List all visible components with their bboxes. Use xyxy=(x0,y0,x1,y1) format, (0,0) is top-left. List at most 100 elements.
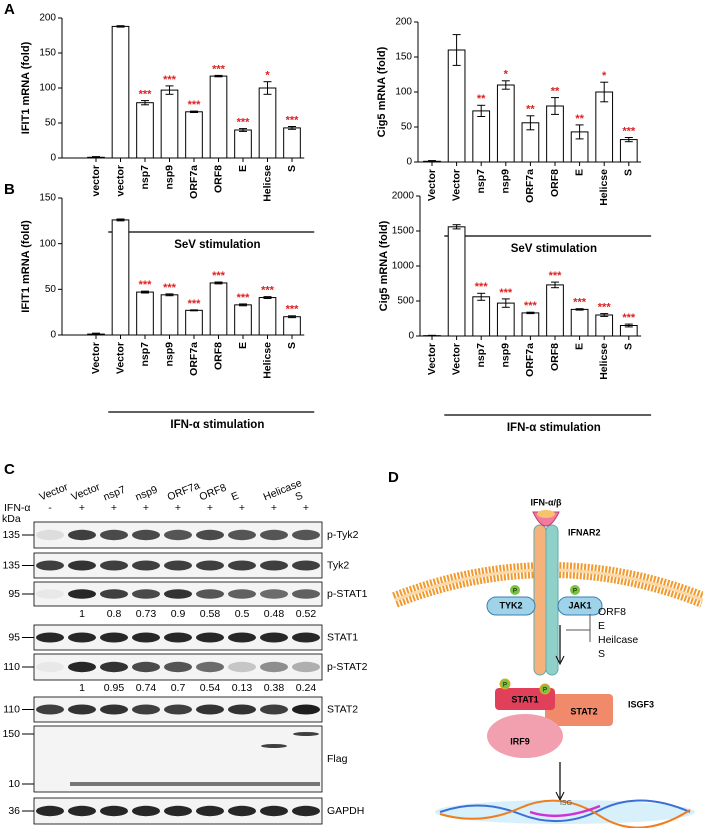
quantification: 0.9 xyxy=(171,608,186,620)
kda: 110 xyxy=(3,661,20,673)
band xyxy=(132,805,160,817)
x-tick-label: nsp9 xyxy=(500,169,512,194)
significance: *** xyxy=(286,304,300,316)
x-tick-label: E xyxy=(237,165,249,172)
band xyxy=(228,589,256,599)
treatment: + xyxy=(143,502,149,514)
band xyxy=(68,632,96,643)
receptor-chain xyxy=(533,524,547,676)
ligand-label: IFN-α/β xyxy=(530,497,562,507)
band xyxy=(132,661,160,673)
significance: * xyxy=(265,70,270,82)
y-tick-label: 200 xyxy=(39,13,56,24)
blot-frame xyxy=(33,725,323,793)
y-tick-label: 150 xyxy=(395,52,412,63)
kda: 10 xyxy=(8,778,20,790)
band xyxy=(36,661,64,673)
x-tick-label: nsp7 xyxy=(475,169,487,194)
bar xyxy=(185,309,203,336)
significance: *** xyxy=(549,270,563,282)
bar xyxy=(595,314,614,337)
significance: *** xyxy=(622,125,636,137)
bar xyxy=(546,284,564,337)
band xyxy=(260,589,288,599)
quantification: 0.74 xyxy=(136,682,157,694)
band xyxy=(292,805,320,817)
band xyxy=(228,661,256,673)
x-tick-label: ORF7a xyxy=(524,169,536,203)
band xyxy=(36,704,64,715)
band xyxy=(228,560,256,571)
bar xyxy=(258,297,277,336)
x-tick-label: vector xyxy=(90,165,102,197)
bar xyxy=(496,84,515,163)
row-label: p-Tyk2 xyxy=(327,529,359,541)
quantification: 0.5 xyxy=(235,608,250,620)
row-label: Flag xyxy=(327,753,348,765)
significance: *** xyxy=(598,302,612,314)
significance: *** xyxy=(212,270,226,282)
band xyxy=(228,704,256,715)
y-tick-label: 100 xyxy=(39,238,56,249)
dna-strand xyxy=(439,799,691,823)
x-tick-label: ORF7a xyxy=(188,342,200,376)
row-label: p-STAT2 xyxy=(327,661,368,673)
band xyxy=(68,661,96,673)
band xyxy=(164,632,192,643)
complex-label: STAT1 xyxy=(511,694,538,704)
band xyxy=(68,589,96,599)
treatment: + xyxy=(79,502,85,514)
bar xyxy=(185,111,203,159)
x-tick-label: Vector xyxy=(450,343,462,375)
group-label: SeV stimulation xyxy=(174,239,260,251)
y-tick-label: 0 xyxy=(408,331,414,342)
band xyxy=(132,704,160,715)
significance: * xyxy=(602,70,607,82)
band xyxy=(164,704,192,715)
x-tick-label: S xyxy=(623,169,635,176)
y-tick-label: 100 xyxy=(39,83,56,94)
bar xyxy=(136,102,154,159)
band xyxy=(228,529,256,541)
significance: * xyxy=(504,69,509,81)
ligand-top xyxy=(537,510,555,518)
bar xyxy=(521,312,540,337)
kda: 36 xyxy=(8,805,20,817)
lane-label: S xyxy=(294,490,305,504)
significance: *** xyxy=(163,282,177,294)
bar xyxy=(234,129,252,159)
quantification: 0.73 xyxy=(136,608,157,620)
bar xyxy=(472,110,491,163)
bar xyxy=(209,75,228,159)
irf9 xyxy=(487,714,563,758)
panel-label: D xyxy=(388,469,399,486)
y-axis-title: Cig5 mRNA (fold) xyxy=(378,220,390,311)
band xyxy=(36,589,64,599)
row-label: p-STAT1 xyxy=(327,588,368,600)
kda: 135 xyxy=(2,529,20,541)
band xyxy=(100,632,128,643)
kda: 95 xyxy=(8,631,20,643)
x-tick-label: E xyxy=(573,343,585,350)
band xyxy=(196,632,224,643)
treatment: + xyxy=(207,502,213,514)
pathway-diagram: IFN-α/β IFNAR2 TYK2 JAK1 P P P P ORF8 E … xyxy=(392,497,703,828)
bar xyxy=(234,304,252,336)
complex-label: STAT2 xyxy=(570,706,597,716)
inhibitor: Heilcase xyxy=(598,634,638,646)
lane-label: ORF7a xyxy=(166,479,202,503)
significance: ** xyxy=(477,93,486,105)
phospho-label: P xyxy=(513,589,517,595)
band xyxy=(260,661,288,673)
band xyxy=(36,632,64,643)
quantification: 1 xyxy=(79,608,85,620)
complex-label: IRF9 xyxy=(510,736,530,746)
band xyxy=(292,589,320,599)
quantification: 0.8 xyxy=(107,608,122,620)
bar xyxy=(595,91,614,163)
significance: *** xyxy=(188,298,202,310)
y-tick-label: 1500 xyxy=(392,226,415,237)
x-tick-label: Helicse xyxy=(261,342,273,379)
x-tick-label: nsp9 xyxy=(500,343,512,368)
significance: ** xyxy=(526,104,535,116)
